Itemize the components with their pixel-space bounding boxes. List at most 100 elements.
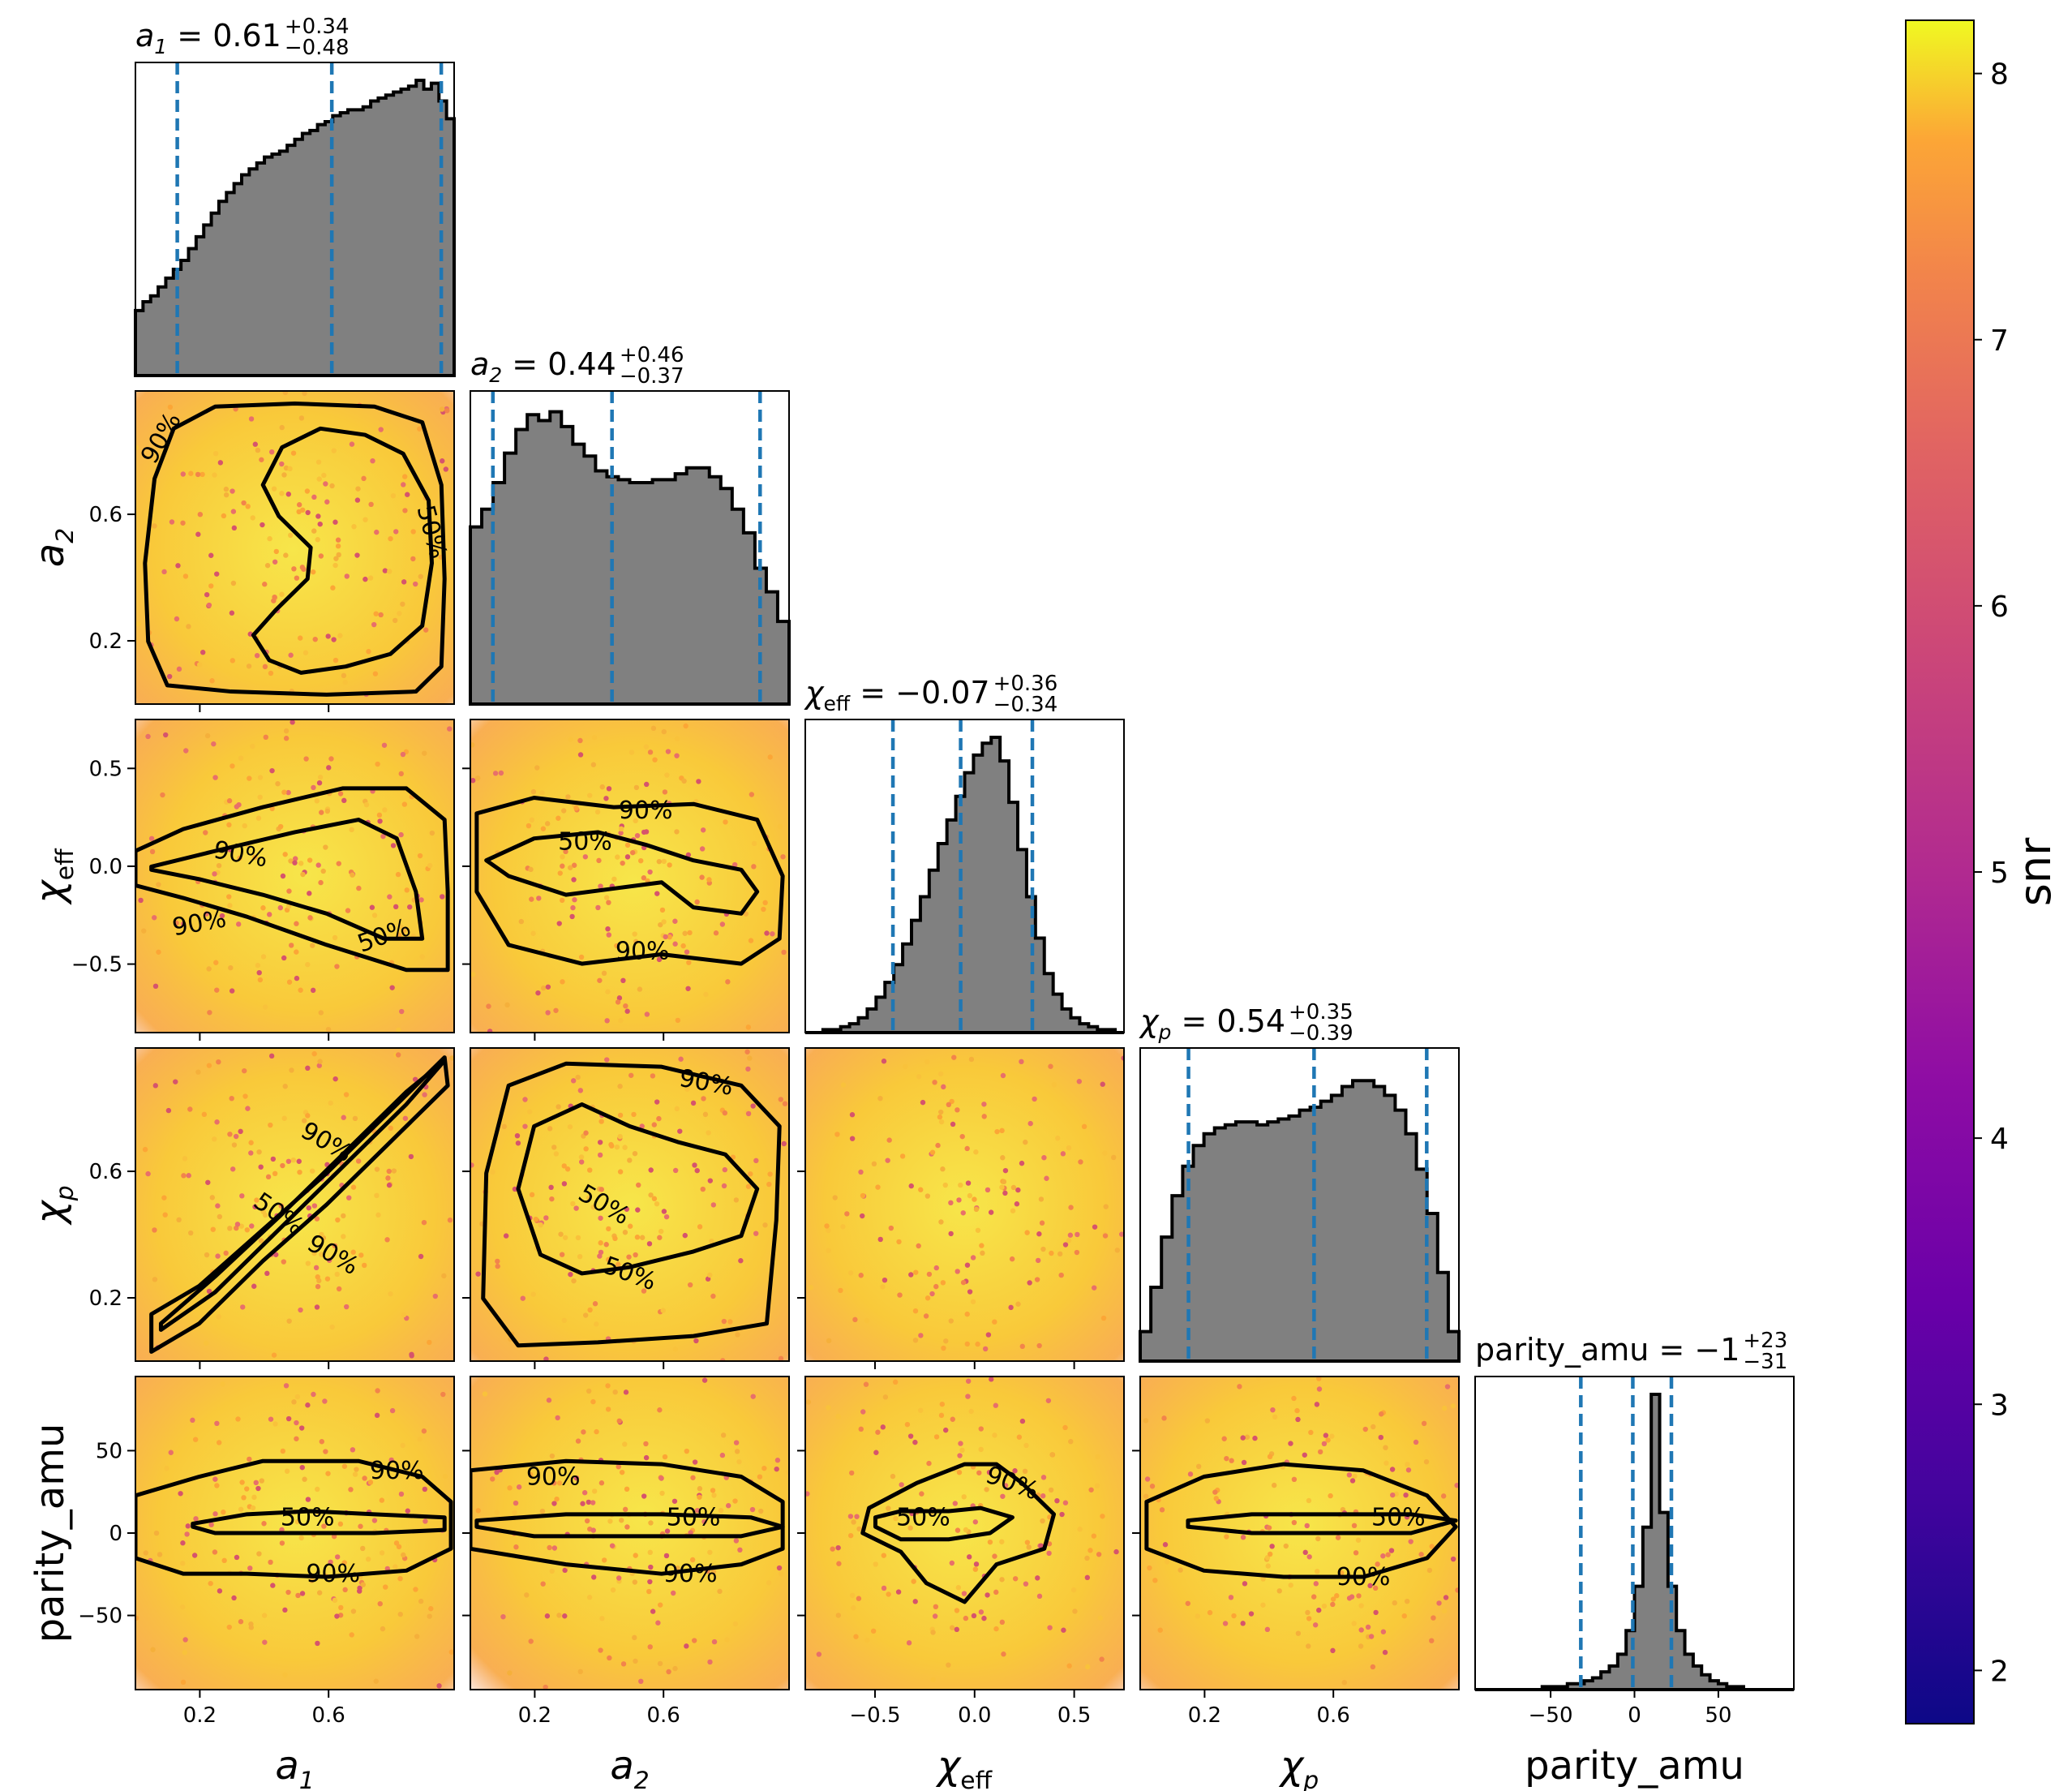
scatter-point [1111, 1154, 1117, 1161]
scatter-point [932, 1080, 937, 1085]
scatter-point [135, 1615, 139, 1621]
scatter-point [963, 1527, 969, 1533]
scatter-point [939, 1401, 946, 1407]
scatter-point [637, 986, 643, 992]
scatter-point [592, 1301, 598, 1307]
scatter-point [781, 1140, 787, 1147]
scatter-point [1102, 1233, 1109, 1239]
scatter-point [305, 1113, 311, 1119]
x-axis-label-a2: a2 [610, 1743, 649, 1791]
scatter-point [387, 894, 393, 900]
scatter-point [633, 938, 639, 945]
scatter-point [761, 1465, 767, 1471]
scatter-point [993, 1626, 999, 1632]
y-tick-label: 50 [96, 1439, 122, 1463]
scatter-point [877, 1095, 883, 1102]
histogram-panel-a2: a2 = 0.44 +0.46−0.37 [469, 343, 791, 706]
scatter-point [534, 765, 540, 771]
scatter-point [1383, 1445, 1388, 1450]
scatter-point [992, 1553, 997, 1559]
scatter-point [422, 1486, 428, 1492]
scatter-point [498, 770, 504, 776]
contour-50 [149, 818, 425, 941]
scatter-point [382, 568, 388, 573]
scatter-point [693, 1338, 699, 1344]
scatter-point [870, 1628, 877, 1634]
scatter-point [204, 732, 211, 739]
scatter-point [971, 1613, 977, 1619]
scatter-point [362, 1262, 367, 1269]
scatter-point [228, 964, 234, 971]
scatter-point [661, 728, 667, 735]
scatter-point [271, 486, 277, 492]
scatter-point [560, 979, 565, 985]
scatter-point [206, 602, 212, 608]
scatter-point [942, 1182, 948, 1188]
scatter-point [306, 1205, 311, 1211]
scatter-point [628, 749, 635, 755]
scatter-point [606, 1256, 611, 1263]
scatter-point [300, 871, 306, 878]
scatter-point [598, 1480, 605, 1486]
scatter-point [305, 961, 311, 968]
scatter-point [632, 931, 637, 937]
scatter-point [1015, 1301, 1021, 1307]
scatter-point [1321, 1603, 1328, 1609]
scatter-point [587, 1167, 593, 1173]
scatter-point [367, 1480, 374, 1485]
scatter-point [209, 678, 215, 684]
scatter-point [336, 861, 341, 866]
scatter-point [917, 1407, 924, 1413]
scatter-point [1401, 1613, 1407, 1619]
scatter-point [321, 472, 327, 479]
scatter-point [152, 983, 159, 990]
scatter-point [881, 1059, 887, 1064]
scatter-point [219, 913, 225, 919]
scatter-point [1429, 1638, 1435, 1643]
scatter-point [586, 1499, 591, 1505]
scatter-point [1328, 1492, 1333, 1499]
contour-90 [470, 1458, 785, 1576]
scatter-point [999, 1539, 1005, 1544]
scatter-point [413, 1587, 418, 1592]
scatter-point [1143, 1418, 1149, 1424]
scatter-point [538, 1222, 543, 1228]
scatter-point [1365, 1624, 1371, 1630]
scatter-point [235, 1416, 241, 1422]
panel-frame [1139, 1047, 1460, 1362]
scatter-point [985, 1187, 991, 1193]
scatter-point [594, 1428, 599, 1435]
scatter-point [250, 1505, 256, 1511]
scatter-point [733, 1440, 740, 1445]
scatter-point [885, 1157, 890, 1163]
scatter-point [212, 871, 217, 877]
scatter-point [388, 1291, 393, 1297]
scatter-point [294, 1394, 301, 1400]
scatter-point [847, 1532, 854, 1539]
scatter-point [615, 854, 620, 860]
scatter-point [964, 1341, 970, 1347]
scatter-point [187, 1230, 194, 1236]
scatter-point [701, 1096, 706, 1102]
scatter-point [309, 1578, 315, 1583]
scatter-point [743, 911, 749, 917]
scatter-point [1408, 1539, 1414, 1544]
scatter-point [1368, 1634, 1375, 1639]
histogram-bars-a1 [134, 79, 456, 377]
scatter-point [1423, 1458, 1430, 1465]
scatter-point [310, 987, 316, 994]
scatter-area: 90%50%90% [470, 1377, 789, 1690]
scatter-panel-a1-vs-parity_amu: 90%50%90% [135, 1376, 455, 1690]
scatter-point [182, 573, 189, 579]
scatter-point [341, 1560, 347, 1566]
scatter-point [620, 977, 626, 984]
scatter-point [314, 1304, 320, 1310]
scatter-point [1306, 1554, 1312, 1560]
scatter-point [1276, 1588, 1282, 1594]
scatter-point [1049, 1250, 1054, 1256]
scatter-point [310, 943, 315, 948]
contour-label: 50% [1371, 1504, 1426, 1532]
panel-frame [135, 719, 455, 1033]
